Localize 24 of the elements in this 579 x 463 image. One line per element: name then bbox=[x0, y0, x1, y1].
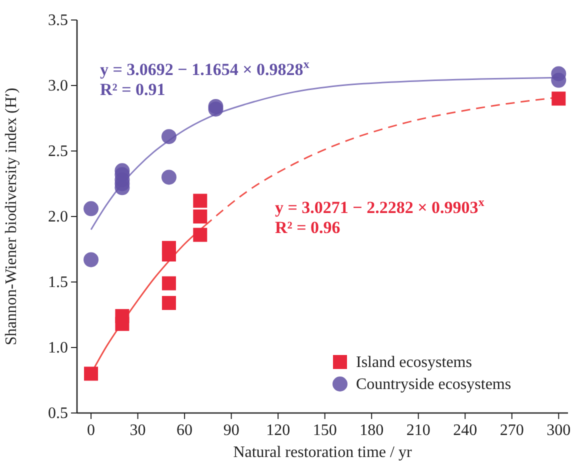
x-tick-label: 300 bbox=[546, 422, 571, 439]
y-axis-title: Shannon-Wiener biodiversity index (H′) bbox=[3, 88, 20, 346]
x-tick-label: 0 bbox=[87, 422, 96, 439]
y-tick-label: 1.5 bbox=[48, 274, 68, 291]
x-tick-label: 120 bbox=[266, 422, 290, 439]
x-tick-label: 60 bbox=[176, 422, 193, 439]
x-tick-label: 240 bbox=[453, 422, 478, 439]
x-tick-label: 210 bbox=[406, 422, 430, 439]
y-tick-label: 2.5 bbox=[48, 143, 68, 160]
x-axis-title: Natural restoration time / yr bbox=[233, 444, 412, 461]
y-tick-label: 3.5 bbox=[48, 12, 68, 29]
text: y = 3.0271 − 2.2282 × 0.9903$^{x}$ R² = 0.96 bbox=[275, 195, 484, 237]
x-tick-label: 180 bbox=[360, 422, 384, 439]
legend-label: Countryside ecosystems bbox=[356, 376, 512, 393]
y-tick-label: 2.0 bbox=[48, 208, 68, 226]
y-tick-label: 0.5 bbox=[48, 405, 68, 422]
x-tick-label: 270 bbox=[500, 422, 524, 439]
x-tick-label: 30 bbox=[130, 422, 146, 439]
legend-label: Island ecosystems bbox=[356, 354, 472, 371]
text: y = 3.0692 − 1.1654 × 0.9828$^{x}$ R² = 0.91 bbox=[100, 57, 310, 99]
x-tick-label: 90 bbox=[223, 422, 240, 439]
y-tick-label: 1.0 bbox=[48, 340, 68, 356]
y-tick-label: 3.0 bbox=[48, 78, 68, 94]
x-tick-label: 150 bbox=[312, 422, 337, 439]
